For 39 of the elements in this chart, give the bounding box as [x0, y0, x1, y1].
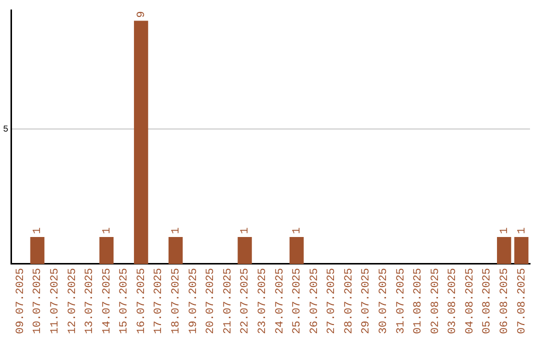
x-tick-label: 23.07.2025 [256, 268, 269, 334]
x-tick-label: 11.07.2025 [50, 268, 62, 334]
data-label: 1 [498, 226, 511, 234]
x-tick-label: 21.07.2025 [222, 268, 234, 334]
data-label: 1 [516, 226, 528, 234]
x-tick-label: 24.07.2025 [274, 268, 286, 334]
x-tick-label: 14.07.2025 [101, 268, 114, 334]
x-tick-label: 18.07.2025 [170, 268, 183, 334]
x-tick-label: 27.07.2025 [326, 268, 338, 334]
data-label: 1 [101, 226, 114, 234]
x-tick-label: 05.08.2025 [482, 268, 494, 334]
x-tick-label: 12.07.2025 [66, 268, 79, 334]
y-tick-label: 5 [2, 124, 8, 134]
x-tick-label: 01.08.2025 [412, 268, 425, 334]
data-label: 1 [240, 226, 252, 234]
x-tick-label: 26.07.2025 [308, 268, 321, 334]
x-tick-label: 25.07.2025 [292, 268, 304, 334]
x-tick-label: 22.07.2025 [240, 268, 252, 334]
data-label: 1 [292, 226, 304, 234]
x-tick-label: 06.08.2025 [498, 268, 511, 334]
data-label: 1 [32, 226, 44, 234]
x-tick-label: 17.07.2025 [153, 268, 166, 334]
x-tick-label: 07.08.2025 [516, 268, 528, 334]
x-tick-label: 15.07.2025 [118, 268, 131, 334]
x-tick-label: 30.07.2025 [378, 268, 390, 334]
x-tick-label: 16.07.2025 [136, 268, 148, 334]
x-tick-label: 29.07.2025 [360, 268, 373, 334]
x-tick-label: 02.08.2025 [430, 268, 442, 334]
x-tick-label: 10.07.2025 [32, 268, 44, 334]
x-tick-label: 04.08.2025 [464, 268, 476, 334]
x-tick-label: 28.07.2025 [343, 268, 356, 334]
x-tick-label: 13.07.2025 [84, 268, 96, 334]
data-label: 9 [136, 11, 148, 18]
x-tick-label: 31.07.2025 [395, 268, 408, 334]
data-label: 1 [170, 226, 183, 234]
x-tick-label: 09.07.2025 [14, 268, 27, 334]
x-tick-label: 03.08.2025 [447, 268, 460, 334]
x-tick-label: 19.07.2025 [188, 268, 200, 334]
x-tick-label: 20.07.2025 [205, 268, 218, 334]
